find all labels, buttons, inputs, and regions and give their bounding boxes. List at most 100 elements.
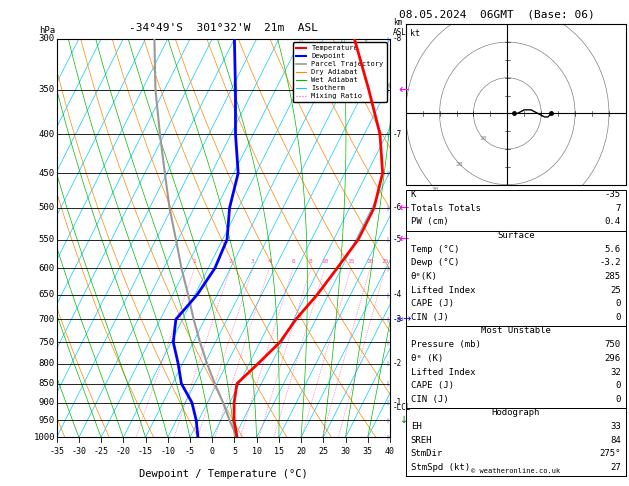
Text: -6: -6 <box>393 204 403 212</box>
Text: 5: 5 <box>232 447 237 456</box>
Text: -35: -35 <box>604 190 621 199</box>
Text: 500: 500 <box>39 204 55 212</box>
Text: -10: -10 <box>160 447 175 456</box>
Text: hPa: hPa <box>39 26 55 35</box>
Text: 40: 40 <box>385 447 395 456</box>
Text: |: | <box>386 205 388 211</box>
Text: Surface: Surface <box>497 230 535 240</box>
Text: |: | <box>386 170 388 176</box>
Text: km
ASL: km ASL <box>393 18 407 37</box>
Text: |: | <box>386 417 388 423</box>
Text: 2: 2 <box>229 260 233 264</box>
Text: 300: 300 <box>39 35 55 43</box>
Text: 900: 900 <box>39 398 55 407</box>
Text: -LCL: -LCL <box>393 403 411 413</box>
Text: -5: -5 <box>185 447 195 456</box>
Text: |: | <box>386 434 388 440</box>
Text: 15: 15 <box>347 260 355 264</box>
Text: ←: ← <box>399 202 409 214</box>
Text: Lifted Index: Lifted Index <box>411 286 476 295</box>
Text: -7: -7 <box>393 130 403 139</box>
Text: 25: 25 <box>382 260 389 264</box>
Text: 950: 950 <box>39 416 55 425</box>
Text: θᵉ (K): θᵉ (K) <box>411 354 443 363</box>
Text: 550: 550 <box>39 235 55 244</box>
Text: 700: 700 <box>39 315 55 324</box>
Text: -34°49'S  301°32'W  21m  ASL: -34°49'S 301°32'W 21m ASL <box>129 23 318 33</box>
Text: 20: 20 <box>296 447 306 456</box>
Text: ←: ← <box>399 84 409 96</box>
Text: 15: 15 <box>274 447 284 456</box>
Text: 285: 285 <box>604 272 621 281</box>
Text: |: | <box>386 339 388 345</box>
Text: 0: 0 <box>615 313 621 322</box>
Text: -25: -25 <box>94 447 109 456</box>
Text: Totals Totals: Totals Totals <box>411 204 481 213</box>
Text: CAPE (J): CAPE (J) <box>411 381 454 390</box>
Text: 25: 25 <box>318 447 328 456</box>
Text: 0: 0 <box>209 447 214 456</box>
Text: 450: 450 <box>39 169 55 177</box>
Text: |: | <box>386 36 388 42</box>
Text: |: | <box>386 316 388 322</box>
Text: 0: 0 <box>615 381 621 390</box>
Text: 0.4: 0.4 <box>604 217 621 226</box>
Text: 0: 0 <box>615 395 621 404</box>
Text: |: | <box>386 131 388 137</box>
Text: CAPE (J): CAPE (J) <box>411 299 454 308</box>
Text: StmSpd (kt): StmSpd (kt) <box>411 463 470 472</box>
Text: 35: 35 <box>363 447 373 456</box>
Text: |: | <box>386 265 388 271</box>
Text: 0: 0 <box>615 299 621 308</box>
Text: -35: -35 <box>49 447 64 456</box>
Text: 750: 750 <box>39 338 55 347</box>
Text: 25: 25 <box>610 286 621 295</box>
Text: -15: -15 <box>138 447 153 456</box>
Text: 800: 800 <box>39 359 55 368</box>
Text: |: | <box>386 292 388 297</box>
Text: -2: -2 <box>393 359 403 368</box>
Text: ≈→: ≈→ <box>396 314 412 324</box>
Text: 10: 10 <box>321 260 328 264</box>
Text: -30: -30 <box>71 447 86 456</box>
Text: Dewp (°C): Dewp (°C) <box>411 258 459 267</box>
Text: 1: 1 <box>192 260 196 264</box>
Text: 4: 4 <box>267 260 271 264</box>
Text: Pressure (mb): Pressure (mb) <box>411 340 481 349</box>
Text: |: | <box>386 400 388 405</box>
Text: 275°: 275° <box>599 450 621 458</box>
Text: 33: 33 <box>610 422 621 431</box>
Text: 84: 84 <box>610 436 621 445</box>
Text: -4: -4 <box>393 290 403 299</box>
Text: StmDir: StmDir <box>411 450 443 458</box>
Text: Most Unstable: Most Unstable <box>481 326 551 335</box>
Text: ←: ← <box>399 233 409 246</box>
Text: 1000: 1000 <box>33 433 55 442</box>
Text: CIN (J): CIN (J) <box>411 313 448 322</box>
Text: -1: -1 <box>393 398 403 407</box>
Text: 08.05.2024  06GMT  (Base: 06): 08.05.2024 06GMT (Base: 06) <box>399 9 595 19</box>
Text: 30: 30 <box>340 447 350 456</box>
Text: PW (cm): PW (cm) <box>411 217 448 226</box>
Text: |: | <box>386 381 388 386</box>
Text: |: | <box>386 87 388 93</box>
Legend: Temperature, Dewpoint, Parcel Trajectory, Dry Adiabat, Wet Adiabat, Isotherm, Mi: Temperature, Dewpoint, Parcel Trajectory… <box>292 42 386 102</box>
Text: 20: 20 <box>455 161 463 167</box>
Text: 600: 600 <box>39 264 55 273</box>
Text: |: | <box>386 361 388 366</box>
Text: 30: 30 <box>431 187 439 192</box>
Text: 27: 27 <box>610 463 621 472</box>
Text: Lifted Index: Lifted Index <box>411 367 476 377</box>
Text: Temp (°C): Temp (°C) <box>411 244 459 254</box>
Text: -8: -8 <box>393 35 403 43</box>
Text: ↓: ↓ <box>400 416 408 425</box>
Text: θᵉ(K): θᵉ(K) <box>411 272 438 281</box>
Text: 3: 3 <box>251 260 255 264</box>
Text: SREH: SREH <box>411 436 432 445</box>
Text: -3: -3 <box>393 315 403 324</box>
Text: 400: 400 <box>39 130 55 139</box>
Text: © weatheronline.co.uk: © weatheronline.co.uk <box>471 468 560 474</box>
Text: EH: EH <box>411 422 421 431</box>
Text: 5.6: 5.6 <box>604 244 621 254</box>
Text: 296: 296 <box>604 354 621 363</box>
